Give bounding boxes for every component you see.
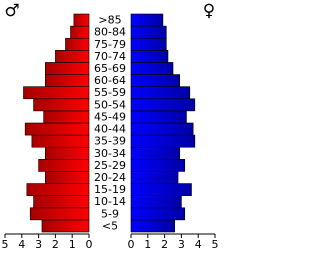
bar [29, 207, 90, 221]
age-label: 5-9 [101, 207, 119, 220]
x-tick-label: 0 [128, 238, 135, 251]
x-tick-label: 5 [2, 238, 9, 251]
age-label: 45-49 [94, 110, 126, 123]
age-label: 10-14 [94, 195, 126, 208]
age-label: 20-24 [94, 171, 126, 184]
bar [130, 146, 181, 160]
age-label: 40-44 [94, 123, 126, 136]
age-label: 35-39 [94, 135, 126, 148]
bar [24, 122, 90, 136]
age-label: 80-84 [94, 26, 126, 39]
x-tick-label: 4 [18, 238, 25, 251]
x-tick-label: 1 [144, 238, 151, 251]
bar [38, 159, 90, 172]
x-tick-label: 3 [35, 238, 42, 251]
chart: ♂ ♀ <55-910-1415-1920-2425-2930-3435-394… [2, 1, 219, 251]
bar [26, 183, 90, 196]
bar [130, 50, 169, 63]
bar [130, 122, 194, 136]
age-label: 30-34 [94, 147, 126, 160]
age-label: 15-19 [94, 183, 126, 196]
x-tick-label: 3 [178, 238, 185, 251]
bar [130, 37, 167, 51]
bar [45, 171, 90, 184]
bar [130, 74, 181, 87]
legend-male: ♂ [4, 1, 19, 21]
bar [130, 171, 179, 184]
age-label: 55-59 [94, 86, 126, 99]
bar [65, 37, 90, 51]
age-label: >85 [98, 14, 121, 27]
age-label: 50-54 [94, 98, 126, 111]
age-label: 25-29 [94, 159, 126, 172]
age-label: 75-79 [94, 38, 126, 51]
bar [31, 134, 90, 148]
bar [130, 62, 174, 75]
bar [43, 110, 90, 124]
bar [41, 219, 90, 233]
bar [130, 134, 196, 148]
x-tick-label: 2 [161, 238, 168, 251]
bar [45, 146, 90, 160]
x-tick-label: 5 [212, 238, 219, 251]
x-tick-label: 0 [86, 238, 93, 251]
bar [130, 183, 192, 196]
bar [130, 195, 182, 209]
bar [130, 159, 186, 172]
age-label: 70-74 [94, 50, 126, 63]
bar [130, 110, 187, 124]
bar [130, 207, 186, 221]
age-label: 60-64 [94, 74, 126, 87]
x-tick-label: 2 [52, 238, 59, 251]
bar [130, 25, 167, 39]
bar [45, 62, 90, 75]
bar [73, 13, 90, 27]
bar [45, 74, 90, 87]
bar [130, 98, 196, 112]
x-tick-label: 4 [195, 238, 202, 251]
bar [55, 50, 90, 63]
x-tick-label: 1 [69, 238, 76, 251]
bar [23, 86, 90, 100]
age-label: 65-69 [94, 62, 126, 75]
legend-female: ♀ [203, 1, 215, 21]
bar [33, 195, 90, 209]
bar [130, 13, 164, 27]
bar [130, 219, 175, 233]
bar [130, 86, 191, 100]
bar [33, 98, 90, 112]
bar [70, 25, 90, 39]
age-label: <5 [102, 219, 118, 232]
